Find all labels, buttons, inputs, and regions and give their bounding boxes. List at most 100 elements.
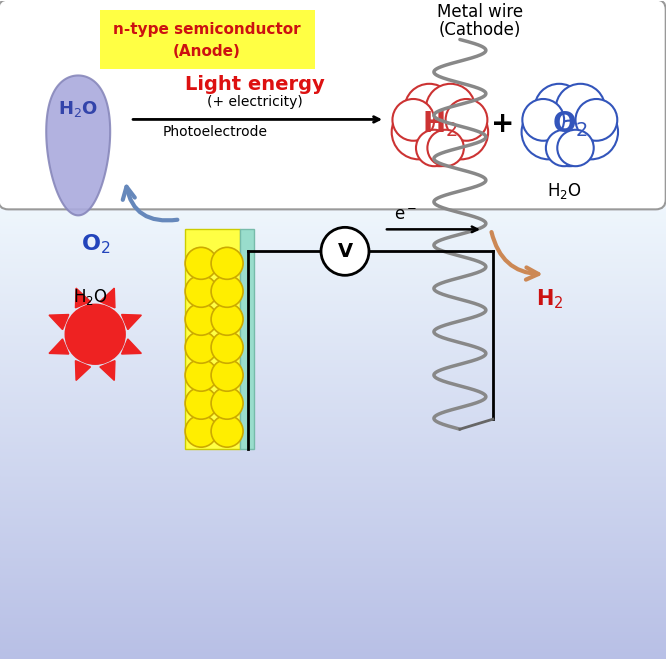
Bar xyxy=(0,237,666,239)
Bar xyxy=(0,343,666,346)
Bar xyxy=(0,588,666,591)
Bar xyxy=(0,255,666,258)
Bar xyxy=(0,353,666,355)
Bar xyxy=(0,231,666,233)
Bar xyxy=(0,446,666,448)
Bar xyxy=(0,399,666,402)
Bar xyxy=(0,401,666,403)
Bar xyxy=(0,575,666,577)
Bar xyxy=(0,532,666,535)
Bar xyxy=(0,416,666,419)
Bar xyxy=(0,358,666,360)
Bar xyxy=(0,226,666,229)
Bar xyxy=(0,405,666,408)
Bar xyxy=(0,224,666,227)
Bar xyxy=(0,625,666,628)
Bar xyxy=(0,458,666,461)
Bar xyxy=(0,491,666,494)
Bar xyxy=(0,508,666,510)
Bar xyxy=(0,195,666,198)
Bar xyxy=(0,217,666,219)
Bar xyxy=(0,280,666,283)
Bar xyxy=(0,391,666,394)
FancyBboxPatch shape xyxy=(0,0,666,210)
Bar xyxy=(0,301,666,302)
Bar xyxy=(0,193,666,196)
Bar xyxy=(0,409,666,411)
Bar xyxy=(0,550,666,552)
Bar xyxy=(0,219,666,222)
Bar xyxy=(0,296,666,298)
FancyArrowPatch shape xyxy=(492,232,538,279)
Bar xyxy=(0,395,666,397)
Bar xyxy=(0,585,666,588)
Circle shape xyxy=(535,90,604,159)
Bar xyxy=(0,407,666,410)
Bar xyxy=(0,410,666,413)
Circle shape xyxy=(546,130,582,166)
Bar xyxy=(0,639,666,642)
Bar xyxy=(0,443,666,445)
Bar xyxy=(0,243,666,246)
Bar xyxy=(0,590,666,592)
Bar xyxy=(0,320,666,323)
Bar xyxy=(0,619,666,622)
Polygon shape xyxy=(75,288,91,308)
Bar xyxy=(0,579,666,581)
Text: O$_2$: O$_2$ xyxy=(551,109,588,139)
Bar xyxy=(0,415,666,417)
Bar xyxy=(0,554,666,557)
Circle shape xyxy=(434,105,488,159)
Circle shape xyxy=(416,130,452,166)
Circle shape xyxy=(406,90,474,159)
Bar xyxy=(0,374,666,377)
Circle shape xyxy=(185,331,217,363)
Bar xyxy=(0,624,666,627)
Bar xyxy=(0,544,666,546)
Bar xyxy=(0,412,666,415)
Bar xyxy=(0,342,666,345)
Bar xyxy=(0,558,666,560)
FancyArrowPatch shape xyxy=(123,186,177,221)
Text: H$_2$: H$_2$ xyxy=(536,287,563,311)
Bar xyxy=(0,421,666,424)
Bar xyxy=(0,265,666,267)
Bar xyxy=(0,203,666,205)
Bar xyxy=(0,568,666,571)
Bar xyxy=(0,474,666,476)
Bar xyxy=(0,621,666,623)
Bar xyxy=(0,511,666,513)
Polygon shape xyxy=(122,339,141,354)
Bar xyxy=(0,386,666,388)
Bar xyxy=(0,616,666,619)
Bar xyxy=(0,303,666,306)
Text: V: V xyxy=(338,242,352,261)
Bar xyxy=(0,536,666,538)
Bar xyxy=(0,494,666,496)
Bar xyxy=(0,460,666,463)
Bar xyxy=(0,356,666,358)
Bar xyxy=(0,472,666,474)
Bar xyxy=(0,299,666,301)
Bar xyxy=(0,297,666,300)
Bar xyxy=(0,274,666,277)
Bar xyxy=(0,384,666,386)
Bar xyxy=(0,372,666,374)
Bar xyxy=(0,348,666,351)
Bar xyxy=(0,489,666,492)
Polygon shape xyxy=(49,339,69,354)
Bar xyxy=(0,308,666,310)
Bar xyxy=(0,234,666,236)
Bar xyxy=(0,582,666,585)
Bar xyxy=(0,587,666,589)
Polygon shape xyxy=(75,360,91,380)
Bar xyxy=(0,368,666,371)
Bar xyxy=(0,324,666,326)
Bar xyxy=(0,206,666,208)
Bar xyxy=(0,584,666,587)
Bar xyxy=(0,370,666,372)
Bar xyxy=(0,570,666,572)
Bar xyxy=(0,420,666,422)
Bar xyxy=(0,387,666,389)
Bar xyxy=(0,248,666,250)
